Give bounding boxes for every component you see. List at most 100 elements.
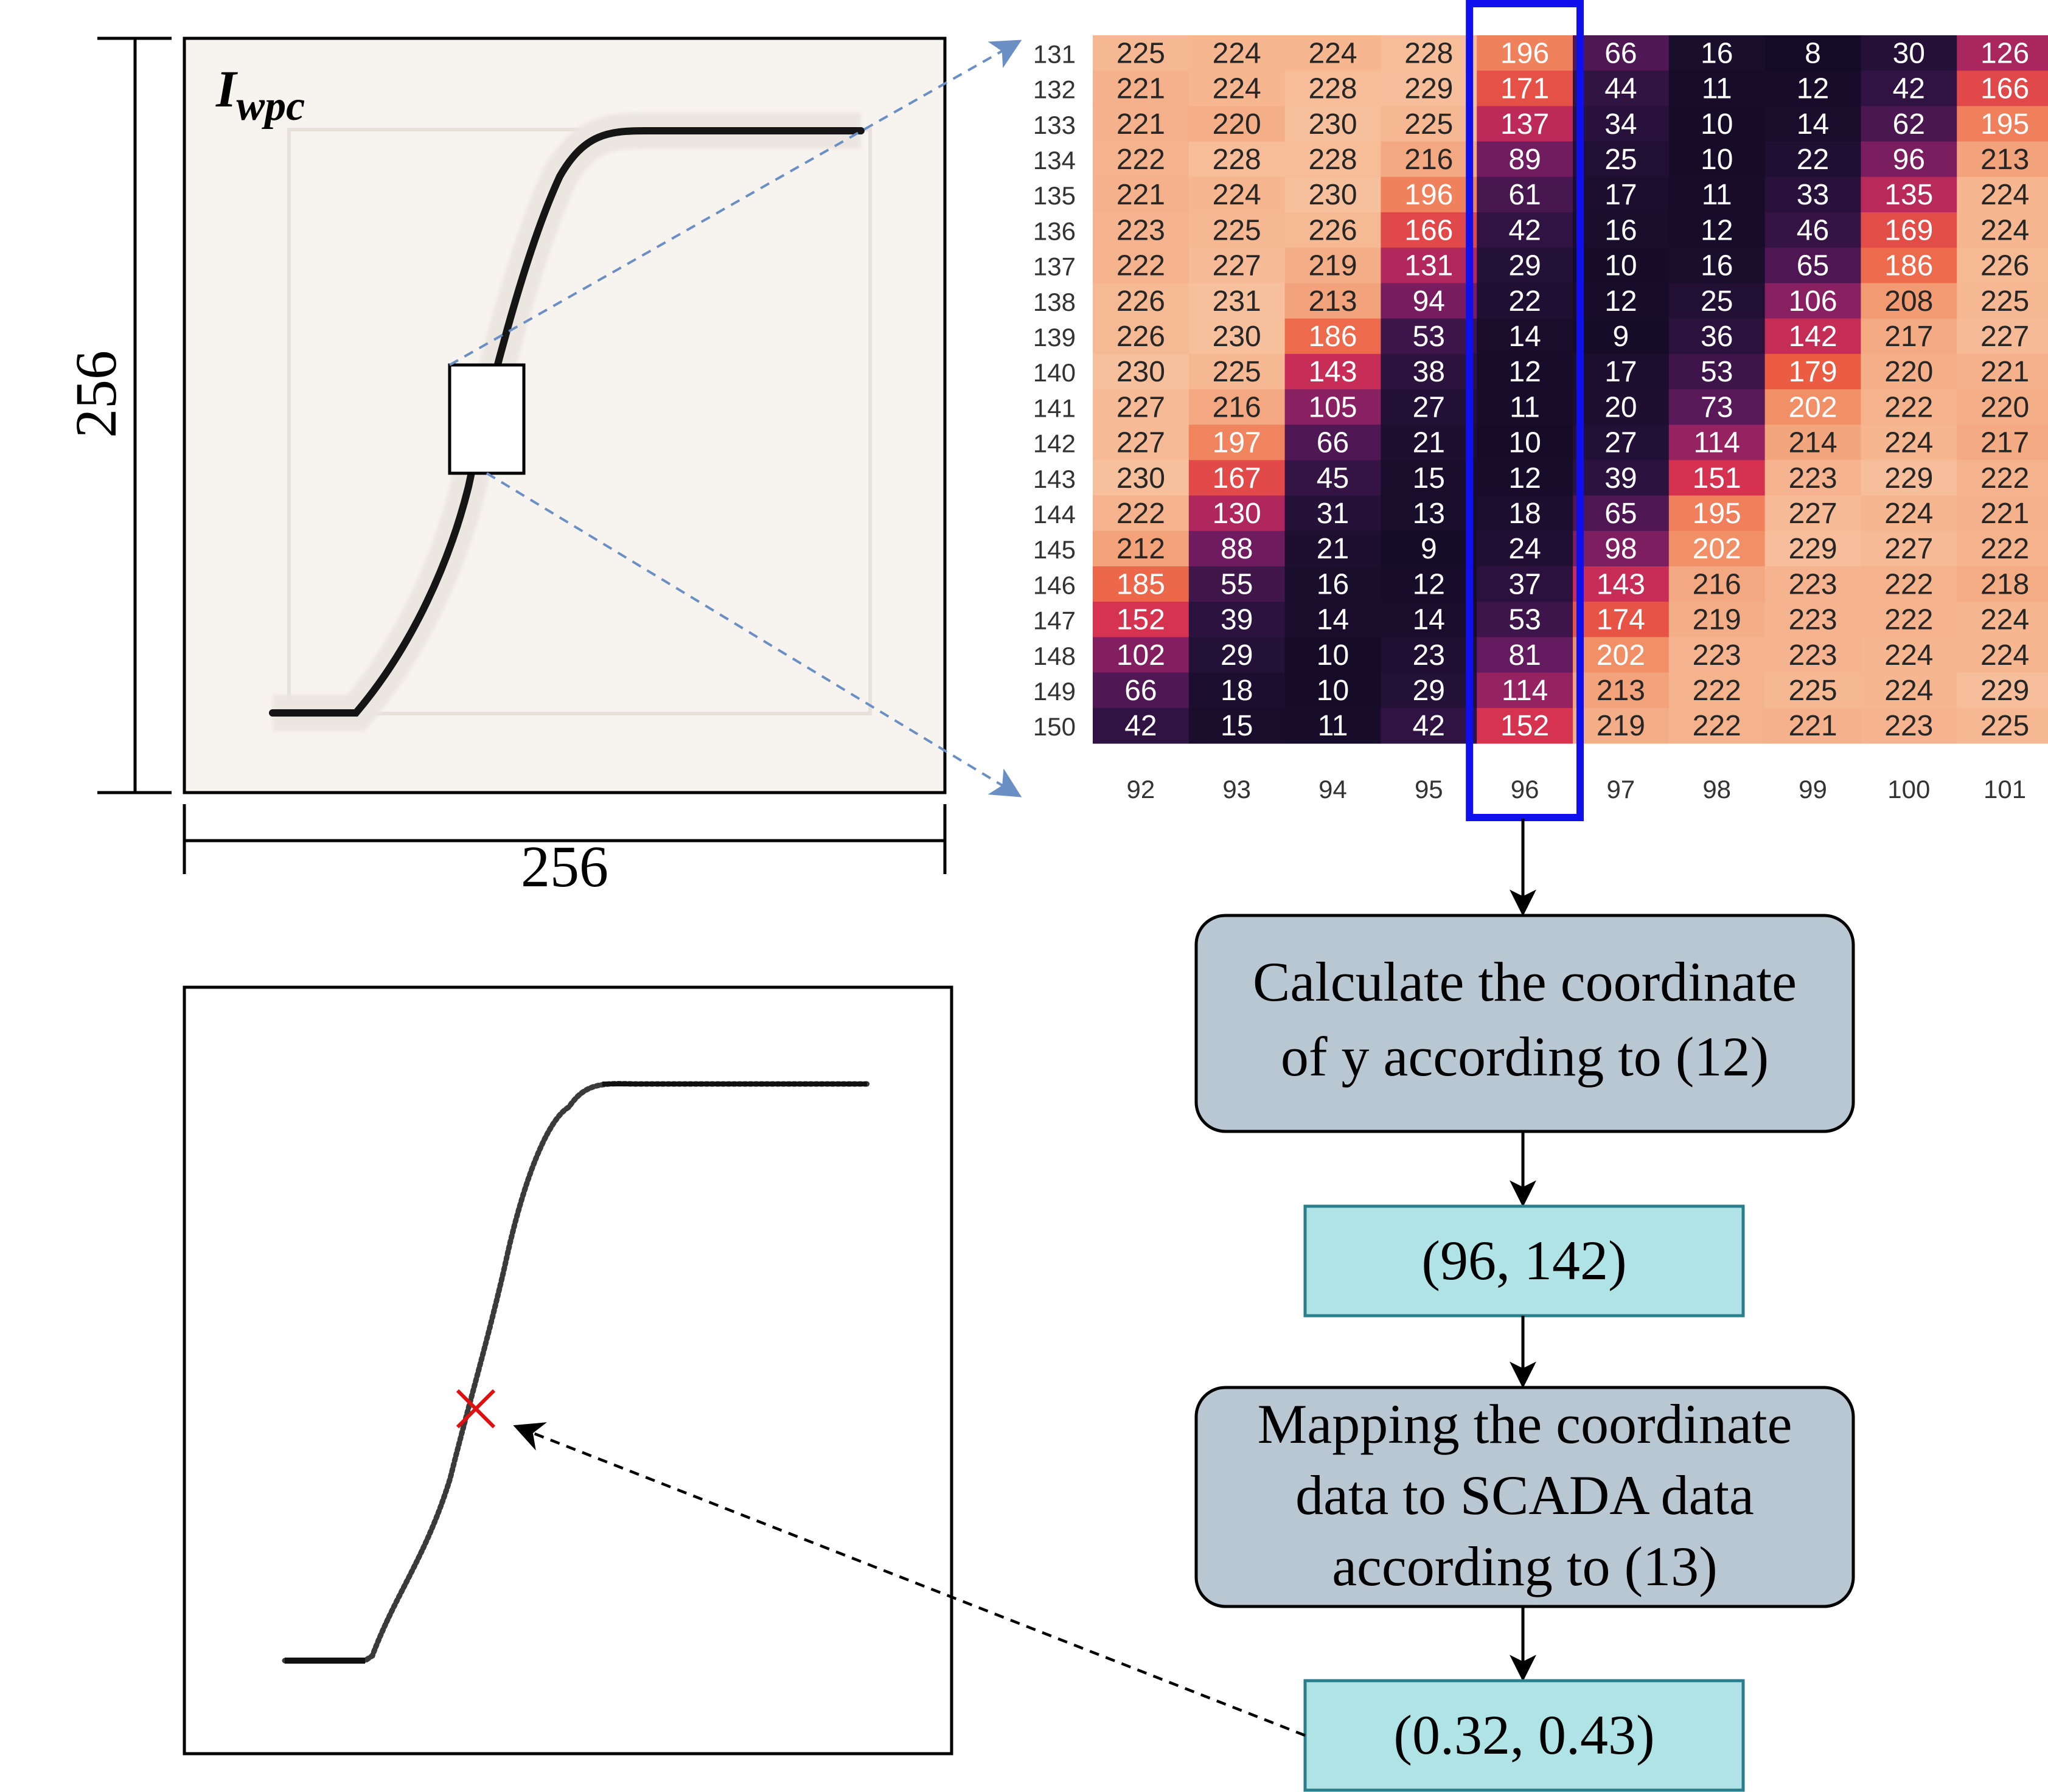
heatmap-row-label: 132: [1033, 75, 1076, 104]
heatmap-cell: [1861, 106, 1957, 142]
heatmap-cell: [1861, 35, 1957, 71]
heatmap-cell-value: 229: [1404, 73, 1453, 105]
heatmap-cell: [1764, 566, 1861, 602]
heatmap-cell-value: 37: [1508, 568, 1541, 600]
heatmap-cell: [1764, 283, 1861, 319]
heatmap-cell: [1861, 495, 1957, 532]
step-calculate-line-1: Calculate the coordinate: [1253, 951, 1797, 1013]
heatmap-cell-value: 15: [1413, 462, 1445, 495]
heatmap-cell: [1381, 176, 1477, 213]
heatmap-cell: [1764, 141, 1861, 178]
heatmap-cell-value: 179: [1788, 356, 1837, 388]
heatmap-cell-value: 224: [1884, 427, 1933, 459]
wpc-title-subscript: wpc: [236, 83, 305, 130]
heatmap-cell-value: 224: [1884, 675, 1933, 707]
heatmap-row-label: 148: [1033, 642, 1076, 670]
heatmap-cell-value: 224: [1980, 179, 2029, 211]
heatmap-cell: [1188, 141, 1286, 178]
heatmap-cell: [1093, 637, 1189, 673]
heatmap-cell-value: 224: [1213, 179, 1261, 211]
heatmap-cell: [1093, 106, 1189, 142]
heatmap-cell-value: 222: [1116, 498, 1165, 530]
heatmap-cell: [1381, 106, 1477, 142]
heatmap-cell-value: 185: [1116, 568, 1165, 600]
heatmap-cell: [1188, 35, 1286, 71]
heatmap-cell-value: 66: [1317, 427, 1349, 459]
heatmap-cell-value: 10: [1508, 427, 1541, 459]
heatmap-row-label: 146: [1033, 571, 1076, 599]
heatmap-cell-value: 14: [1797, 108, 1829, 141]
heatmap-cell: [1573, 283, 1670, 319]
heatmap-cell-value: 227: [1116, 427, 1165, 459]
heatmap-cell: [1381, 35, 1477, 71]
scada-scatter-frame: [183, 985, 953, 1756]
heatmap-cell-value: 216: [1213, 391, 1261, 423]
heatmap-cell-value: 105: [1308, 391, 1357, 423]
heatmap-row-label: 150: [1033, 712, 1076, 741]
heatmap-cell-value: 16: [1317, 568, 1349, 600]
heatmap-cell-value: 225: [1213, 356, 1261, 388]
heatmap-cell-value: 44: [1604, 73, 1637, 105]
marker-stroke-b: [456, 1389, 496, 1429]
heatmap-cell-value: 130: [1213, 498, 1261, 530]
heatmap-cell-value: 216: [1693, 568, 1741, 600]
heatmap-cell-value: 219: [1597, 710, 1645, 742]
heatmap-cell-value: 224: [1213, 37, 1261, 69]
heatmap-cell: [1764, 318, 1861, 355]
heatmap-cell: [1477, 566, 1573, 602]
heatmap-cell-value: 152: [1116, 604, 1165, 636]
heatmap-cell: [1573, 176, 1670, 213]
heatmap-cell: [1477, 672, 1573, 709]
heatmap-cell: [1381, 707, 1477, 744]
heatmap-cell: [1477, 602, 1573, 637]
heatmap-cell-value: 15: [1221, 710, 1253, 742]
heatmap-cell-value: 38: [1413, 356, 1445, 388]
heatmap-cell-value: 33: [1797, 179, 1829, 211]
heatmap-cell-value: 223: [1884, 710, 1933, 742]
heatmap-cell: [1668, 176, 1766, 213]
heatmap-cell-value: 16: [1701, 250, 1733, 282]
heatmap-cell-value: 31: [1317, 498, 1349, 530]
heatmap-cell-value: 30: [1893, 37, 1925, 69]
wpc-image-panel: Iwpc 256 256: [63, 36, 947, 899]
heatmap-cell-value: 102: [1116, 639, 1165, 672]
heatmap-cell: [1861, 425, 1957, 460]
heatmap-cell-value: 10: [1701, 144, 1733, 176]
heatmap-cell-value: 11: [1702, 73, 1732, 105]
heatmap-cell: [1284, 425, 1381, 460]
heatmap-cell-value: 65: [1604, 498, 1637, 530]
heatmap-cell: [1381, 460, 1477, 496]
heatmap-cell-value: 229: [1980, 675, 2029, 707]
heatmap-cell: [1764, 176, 1861, 213]
heatmap-cell-value: 143: [1597, 568, 1645, 600]
heatmap-cell: [1477, 283, 1573, 319]
heatmap-cell: [1957, 425, 2048, 460]
heatmap-cell-value: 212: [1116, 533, 1165, 565]
result-scada-coordinate: (0.32, 0.43): [1393, 1704, 1654, 1766]
step-calculate-coordinate-box: [1194, 914, 1855, 1133]
heatmap-cell: [1381, 637, 1477, 673]
heatmap-cell-value: 46: [1797, 214, 1829, 246]
heatmap-cell-value: 226: [1116, 285, 1165, 318]
heatmap-cell: [1284, 212, 1381, 248]
heatmap-cell-value: 186: [1308, 321, 1357, 353]
heatmap-cell-value: 10: [1701, 108, 1733, 141]
heatmap-cell-value: 229: [1884, 462, 1933, 495]
heatmap-cell-value: 18: [1221, 675, 1253, 707]
processing-flow: Calculate the coordinate of y according …: [1194, 819, 1855, 1792]
heatmap-cell-value: 17: [1604, 179, 1637, 211]
heatmap-cell: [1093, 707, 1189, 744]
heatmap-cell: [1284, 141, 1381, 178]
heatmap-cell-value: 27: [1413, 391, 1445, 423]
heatmap-cell-value: 228: [1308, 144, 1357, 176]
heatmap-cell: [1764, 530, 1861, 567]
heatmap-cell: [1093, 566, 1189, 602]
step-mapping-line-1: Mapping the coordinate: [1258, 1393, 1792, 1455]
heatmap-cell-value: 226: [1308, 214, 1357, 246]
heatmap-cell: [1381, 353, 1477, 390]
heatmap-cell-value: 27: [1604, 427, 1637, 459]
heatmap-cell: [1477, 248, 1573, 283]
heatmap-cell: [1381, 212, 1477, 248]
heatmap-cell-value: 53: [1413, 321, 1445, 353]
heatmap-cell-value: 195: [1980, 108, 2029, 141]
